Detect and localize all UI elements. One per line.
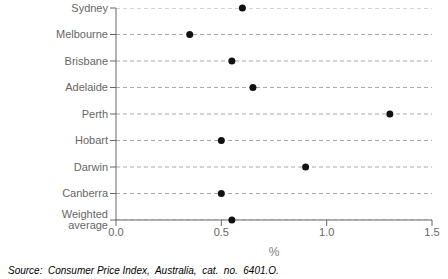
svg-text:Sydney: Sydney: [71, 2, 108, 14]
html-text:Source: Consumer Price Index,: Source: Consumer Price Index, Australia,…: [8, 265, 279, 276]
svg-text:1.5: 1.5: [424, 226, 439, 238]
svg-text:Brisbane: Brisbane: [65, 55, 108, 67]
svg-text:0.0: 0.0: [108, 226, 123, 238]
svg-text:Canberra: Canberra: [62, 187, 109, 199]
svg-text:Hobart: Hobart: [75, 134, 108, 146]
svg-text:Darwin: Darwin: [74, 161, 108, 173]
svg-text:0.5: 0.5: [214, 226, 229, 238]
svg-text:Weightedaverage: Weightedaverage: [62, 208, 108, 231]
svg-text:Adelaide: Adelaide: [65, 81, 108, 93]
svg-text:Melbourne: Melbourne: [56, 28, 108, 40]
svg-text:%: %: [269, 245, 280, 258]
svg-text:Perth: Perth: [82, 108, 108, 120]
svg-text:1.0: 1.0: [319, 226, 334, 238]
